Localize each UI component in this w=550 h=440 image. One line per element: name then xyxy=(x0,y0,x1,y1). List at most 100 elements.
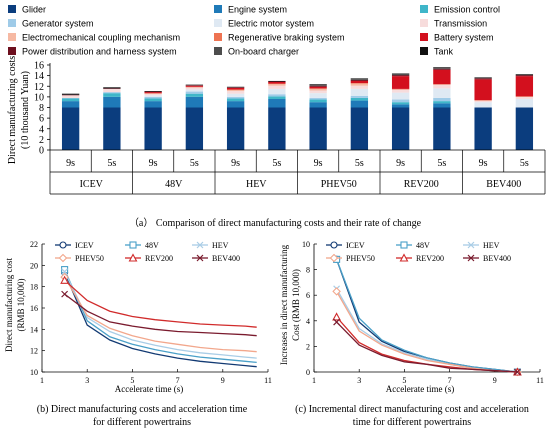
bar-segment-emission-control xyxy=(309,99,327,103)
legend-label-engine-system: Engine system xyxy=(228,5,287,15)
y-axis-title-line-1: Direct manufacturing cost xyxy=(4,258,14,352)
y-tick-label: 12 xyxy=(34,82,44,93)
x-tick-label: 5s xyxy=(107,158,116,169)
bar-segment-tank xyxy=(391,73,410,75)
x-tick-label: 9s xyxy=(149,158,158,169)
panel-c-caption-line-2: time for different powertrains xyxy=(353,417,471,428)
bar-segment-battery-system xyxy=(268,82,286,84)
bar-segment-electric-motor-system xyxy=(350,88,369,96)
panel-a-caption: （a） Comparison of direct manufacturing c… xyxy=(129,217,422,229)
bar-segment-electric-motor-system xyxy=(433,88,451,98)
panel-b-line-chart: 10 12 14 16 18 20 22 1 3 5 7 9 11 ICEV 48V HEV PHEV50 REV… xyxy=(4,240,272,428)
bar-segment-emission-control xyxy=(391,102,410,105)
y-tick-label: 16 xyxy=(34,61,44,72)
bar-segment-power-distribution-and-harness-system xyxy=(350,79,369,81)
bar-segment-glider xyxy=(268,107,286,150)
bar-segment-regenerative-braking-system xyxy=(144,93,162,94)
y-tick-label: 14 xyxy=(34,71,44,82)
series-line-icev xyxy=(64,272,257,368)
bar-segment-regenerative-braking-system xyxy=(391,88,410,90)
legend-marker-icev xyxy=(59,241,67,249)
bar-segment-regenerative-braking-system xyxy=(350,83,369,84)
y-tick-label: 4 xyxy=(39,124,44,135)
y-tick-label: 10 xyxy=(34,92,44,103)
y-tick-label: 22 xyxy=(30,240,38,249)
bar-segment-transmission xyxy=(515,96,534,99)
bar-segment-emission-control xyxy=(268,96,286,99)
y-tick-label: 2 xyxy=(306,342,310,351)
legend-label-rev200: REV200 xyxy=(416,254,444,263)
bar-segment-on-board-charger xyxy=(515,74,534,76)
legend-swatch-on-board-charger xyxy=(214,47,222,55)
y-tick-label: 4 xyxy=(306,317,310,326)
legend-label-electric-motor-system: Electric motor system xyxy=(228,19,314,29)
x-tick-label: 5s xyxy=(437,158,446,169)
legend-label-icev: ICEV xyxy=(346,241,365,250)
legend-label-48v: 48V xyxy=(145,241,159,250)
x-tick-label: 7 xyxy=(176,376,180,385)
legend-label-rev200: REV200 xyxy=(145,254,173,263)
x-tick-label: 1 xyxy=(312,376,316,385)
bar-segment-engine-system xyxy=(268,99,286,108)
x-group-label-phev50: PHEV50 xyxy=(321,179,357,190)
legend-label-bev400: BEV400 xyxy=(212,254,240,263)
bar-segment-emission-control xyxy=(185,93,204,97)
series-marker-phev50 xyxy=(332,287,341,296)
bar-segment-battery-system xyxy=(350,80,369,84)
bar-segment-electric-motor-system xyxy=(144,95,162,97)
bar-segment-regenerative-braking-system xyxy=(474,100,492,101)
bar-segment-transmission xyxy=(391,89,410,93)
y-tick-label: 0 xyxy=(39,146,44,157)
legend-label-48v: 48V xyxy=(416,241,430,250)
legend-label-phev50: PHEV50 xyxy=(346,254,375,263)
y-tick-label: 6 xyxy=(306,291,310,300)
bar-segment-glider xyxy=(474,107,492,150)
bar-segment-tank xyxy=(309,84,327,85)
bar-segment-tank xyxy=(226,86,245,88)
bar-segment-emission-control xyxy=(103,93,121,97)
bar-segment-power-distribution-and-harness-system xyxy=(309,85,327,87)
bar-segment-electric-motor-system xyxy=(474,102,492,108)
series-line-bev400 xyxy=(64,293,257,337)
bar-segment-glider xyxy=(350,107,369,150)
x-tick-label: 9 xyxy=(221,376,225,385)
legend: ICEV 48V HEV PHEV50 REV200 BEV400 xyxy=(326,241,511,263)
bar-segment-engine-system xyxy=(144,101,162,108)
bar-segment-battery-system xyxy=(309,86,327,89)
legend-label-tank: Tank xyxy=(434,47,454,57)
bar-segment-battery-system xyxy=(226,87,245,90)
bar-segment-emission-control xyxy=(350,97,369,101)
bar-segment-emission-control xyxy=(61,98,80,102)
series-line-bev400 xyxy=(336,321,518,373)
legend-swatch-generator-system xyxy=(8,19,16,27)
y-axis-title-line-2: Cost (RMB 10,000) xyxy=(291,269,301,341)
bar-segment-power-distribution-and-harness-system xyxy=(226,87,245,88)
legend-marker-hev xyxy=(196,241,204,249)
y-tick-label: 8 xyxy=(306,266,310,275)
stacked-bars xyxy=(61,67,534,150)
x-tick-label: 9s xyxy=(66,158,75,169)
bar-segment-glider xyxy=(103,107,121,150)
series-marker-bev400 xyxy=(513,368,521,376)
series-marker-hev xyxy=(61,268,69,276)
legend-marker-icev xyxy=(330,241,338,249)
legend-label-emission-control: Emission control xyxy=(434,5,500,15)
x-tick-label: 9s xyxy=(231,158,240,169)
y-axis-title-line-1: Increases in direct manufacturing xyxy=(279,244,289,365)
legend-marker-rev200 xyxy=(128,253,138,262)
x-tick-label: 11 xyxy=(264,376,272,385)
series-line-hev xyxy=(336,288,518,373)
bar-segment-engine-system xyxy=(350,100,369,108)
x-group-label-hev: HEV xyxy=(246,179,267,190)
panel-a-bar-chart: Glider Engine system Emission control Gener… xyxy=(7,5,546,229)
bar-segment-power-distribution-and-harness-system xyxy=(433,68,451,70)
bar-segment-on-board-charger xyxy=(350,78,369,80)
y-tick-label: 16 xyxy=(30,304,38,313)
bar-segment-power-distribution-and-harness-system xyxy=(515,75,534,77)
bar-segment-emission-control xyxy=(144,98,162,102)
x-tick-label: 3 xyxy=(85,376,89,385)
bar-segment-generator-system xyxy=(350,95,369,98)
y-tick-label: 20 xyxy=(30,261,38,270)
bar-segment-battery-system xyxy=(474,79,492,101)
